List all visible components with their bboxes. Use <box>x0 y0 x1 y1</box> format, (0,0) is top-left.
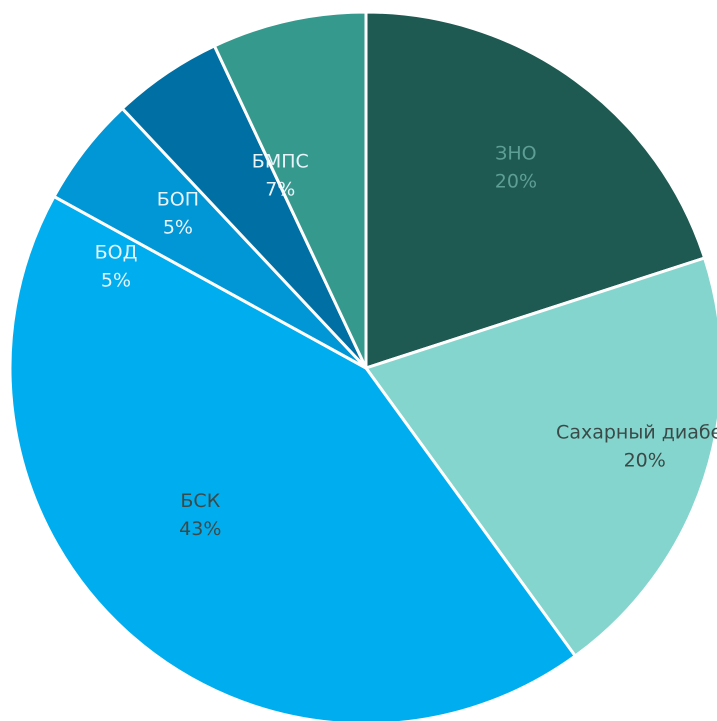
slice-category-label: ЗНО <box>495 143 536 165</box>
slice-percent-label: 20% <box>495 171 537 193</box>
slice-percent-label: 43% <box>179 518 221 540</box>
slice-percent-label: 7% <box>265 179 295 201</box>
pie-slices <box>8 10 717 721</box>
slice-percent-label: 5% <box>101 269 131 291</box>
slice-category-label: БСК <box>180 490 220 512</box>
slice-category-label: БОП <box>157 189 199 211</box>
pie-labels: ЗНО 20% Сахарный диабет 20% БСК 43% БОД 5% БОП 5%… <box>95 143 717 540</box>
slice-percent-label: 20% <box>624 449 666 471</box>
slice-percent-label: 5% <box>163 217 193 239</box>
slice-category-label: БОД <box>95 241 138 263</box>
slice-category-label: Сахарный диабет <box>556 421 717 443</box>
slice-category-label: БМПС <box>252 151 309 173</box>
pie-slice-2 <box>8 194 578 721</box>
pie-slice-5 <box>212 10 368 369</box>
pie-slice-1 <box>363 256 717 659</box>
pie-slice-0 <box>364 10 707 371</box>
